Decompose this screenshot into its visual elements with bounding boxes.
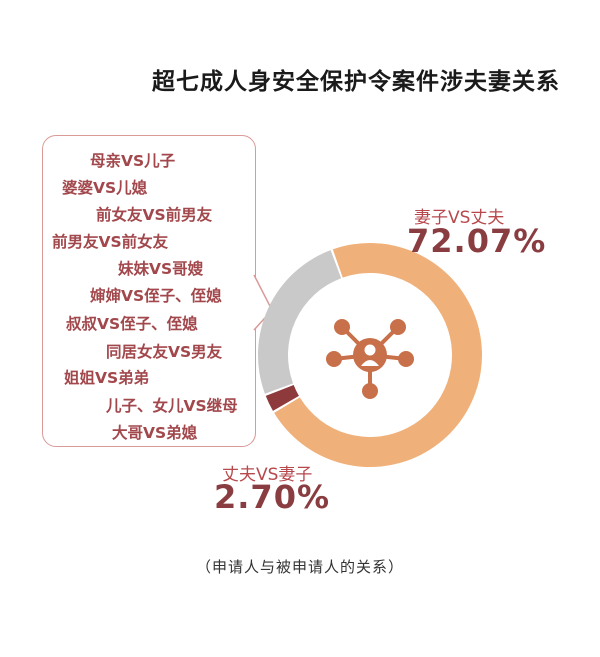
relationship-item-2: 前女友VS前男友: [96, 206, 213, 224]
slice-label-wife-vs-husband: 妻子VS丈夫: [414, 208, 505, 228]
relationship-item-1: 婆婆VS儿媳: [62, 179, 148, 197]
relationship-item-0: 母亲VS儿子: [90, 152, 176, 170]
slice-other: [258, 250, 342, 394]
slice-value-husband-vs-wife: 2.70%: [214, 478, 331, 516]
relationship-item-4: 妹妹VS哥嫂: [118, 260, 204, 278]
icon-node-1: [390, 319, 406, 335]
icon-person-head: [364, 344, 376, 356]
slice-wife-vs-husband: [274, 243, 482, 467]
relationship-item-5: 婶婶VS侄子、侄媳: [90, 287, 222, 305]
chart-caption: （申请人与被申请人的关系）: [195, 558, 404, 576]
network-person-icon: [326, 319, 414, 399]
slice-husband-vs-wife: [265, 384, 299, 411]
icon-node-3: [398, 351, 414, 367]
relationship-item-6: 叔叔VS侄子、侄媳: [66, 315, 198, 333]
icon-person-body: [361, 360, 379, 366]
other-relationships-callout: [42, 135, 256, 447]
relationship-item-10: 大哥VS弟媳: [112, 424, 198, 442]
relationship-item-7: 同居女友VS男友: [106, 343, 223, 361]
slice-label-husband-vs-wife: 丈夫VS妻子: [222, 465, 313, 485]
icon-node-2: [326, 351, 342, 367]
relationship-item-9: 儿子、女儿VS继母: [106, 397, 238, 415]
chart-title: 超七成人身安全保护令案件涉夫妻关系: [152, 69, 560, 95]
relationship-item-3: 前男友VS前女友: [52, 233, 169, 251]
relationship-item-8: 姐姐VS弟弟: [64, 369, 150, 387]
icon-node-0: [334, 319, 350, 335]
slice-value-wife-vs-husband: 72.07%: [407, 222, 547, 260]
icon-node-4: [362, 383, 378, 399]
